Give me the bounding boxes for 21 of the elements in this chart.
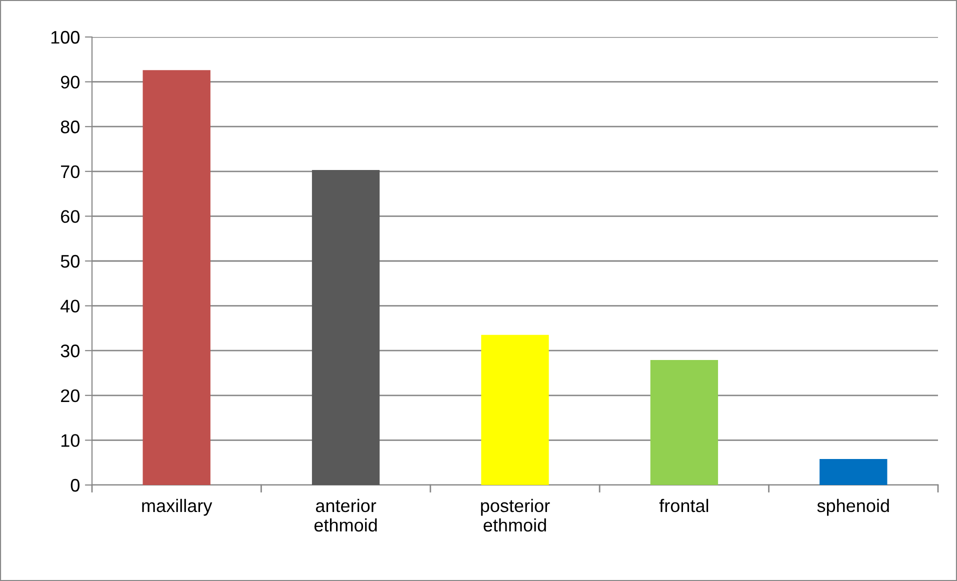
y-tick-label: 0 <box>70 478 80 492</box>
x-tick-label: anterior ethmoid <box>314 498 377 532</box>
y-tick-label: 20 <box>61 389 80 402</box>
x-tick-label: posterior ethmoid <box>481 498 550 532</box>
y-tick-label: 40 <box>60 300 80 313</box>
y-tick-label: 80 <box>60 120 80 134</box>
y-tick-label: 100 <box>51 30 80 44</box>
y-tick-label: 10 <box>61 434 80 447</box>
x-tick-label: frontal <box>659 498 708 512</box>
y-tick-label: 60 <box>61 210 80 223</box>
y-tick-label: 90 <box>60 76 80 89</box>
bar <box>820 459 888 485</box>
y-tick-label: 50 <box>60 254 80 268</box>
y-tick-label: 30 <box>60 344 80 358</box>
y-tick-label: 70 <box>61 165 80 178</box>
bar <box>650 360 718 485</box>
bar <box>481 334 549 485</box>
x-tick-label: sphenoid <box>817 498 889 516</box>
bar <box>312 170 380 485</box>
x-tick-label: maxillary <box>142 498 212 516</box>
bar <box>142 70 210 485</box>
